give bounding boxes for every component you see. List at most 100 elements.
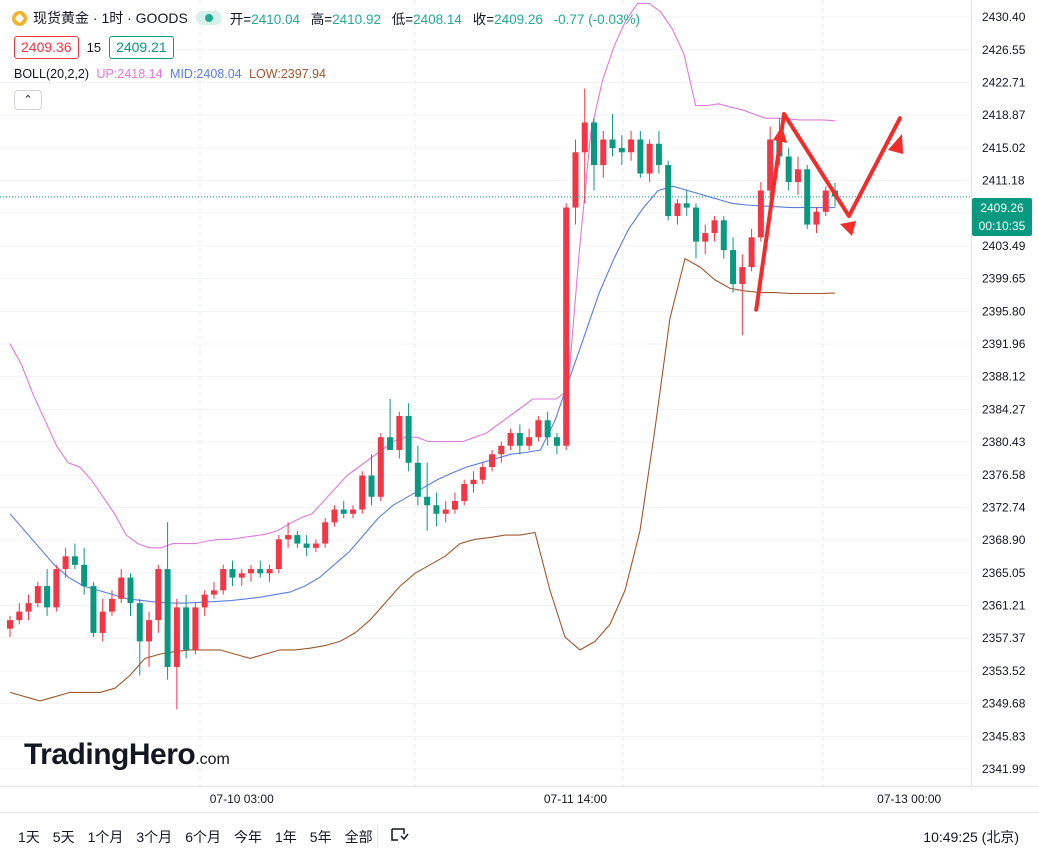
candle-body	[71, 556, 78, 565]
price-tick-label: 2388.12	[982, 370, 1026, 384]
compare-icon[interactable]	[390, 826, 410, 849]
candle-body	[44, 586, 51, 608]
price-tick-label: 2426.55	[982, 43, 1026, 57]
session-clock[interactable]: 10:49:25 (北京)	[923, 829, 1019, 845]
range-5y[interactable]: 5年	[309, 829, 332, 845]
price-tick-label: 2391.96	[982, 337, 1026, 351]
candle-body	[581, 122, 588, 153]
indicator-low: LOW:2397.94	[249, 67, 327, 81]
candle-body	[433, 505, 440, 514]
candle-body	[266, 569, 273, 574]
candle-body	[16, 611, 23, 621]
candle-body	[53, 569, 60, 608]
trend-arrow-path	[754, 111, 902, 312]
price-tick-label: 2349.68	[982, 697, 1026, 711]
candle-body	[7, 620, 13, 629]
price-axis[interactable]: 2430.40 2426.55 2422.71 2418.87 2415.02 2411.…	[982, 10, 1026, 776]
candle-body	[637, 139, 644, 174]
bottom-toolbar: 1天 5天 1个月 3个月 6个月 今年 1年 5年 全部 10:49:25 (…	[0, 812, 1039, 860]
candle-body	[702, 233, 709, 242]
low-value: 2408.14	[413, 12, 462, 27]
candle-body	[767, 139, 774, 191]
last-price-value: 2409.26	[980, 201, 1024, 215]
range-1y[interactable]: 1年	[274, 829, 297, 845]
candle-body	[25, 603, 32, 612]
price-chart[interactable]: 2430.40 2426.55 2422.71 2418.87 2415.02 2411.…	[0, 0, 1039, 812]
symbol-title[interactable]: 现货黄金 · 1时 · GOODS	[33, 10, 188, 26]
candle-body	[757, 190, 764, 238]
candle-body	[516, 432, 523, 446]
range-ytd[interactable]: 今年	[233, 829, 262, 845]
candle-body	[183, 607, 190, 650]
candle-body	[34, 586, 41, 604]
price-tick-label: 2372.74	[982, 500, 1026, 514]
arrow-head-icon	[888, 134, 903, 154]
candle-body	[62, 556, 69, 570]
candle-body	[461, 484, 468, 502]
candle-body	[108, 598, 115, 612]
range-3m[interactable]: 3个月	[136, 829, 173, 845]
candle-body	[451, 501, 458, 510]
watermark-brand: TradingHero	[24, 738, 196, 771]
time-axis[interactable]: 07-10 03:00 07-11 14:00 07-13 00:00	[210, 792, 942, 806]
candle-body	[257, 569, 264, 574]
indicator-legend[interactable]: BOLL(20,2,2) UP:2418.14 MID:2408.04 LOW:…	[14, 67, 326, 81]
candle-body	[683, 203, 690, 208]
range-1d[interactable]: 1天	[18, 829, 40, 845]
price-tick-label: 2430.40	[982, 10, 1026, 24]
price-tick-label: 2368.90	[982, 533, 1026, 547]
candle-body	[99, 611, 106, 633]
toolbar-divider	[377, 825, 378, 847]
range-5d[interactable]: 5天	[52, 829, 75, 845]
range-1m[interactable]: 1个月	[87, 829, 124, 845]
candle-body	[220, 569, 227, 591]
collapse-legend-button[interactable]: ⌃	[14, 90, 42, 110]
candle-body	[322, 522, 329, 544]
market-status-icon[interactable]	[195, 11, 222, 25]
price-tick-label: 2399.65	[982, 272, 1026, 286]
price-tick-label: 2384.27	[982, 402, 1026, 416]
sell-price-button[interactable]: 2409.36	[14, 36, 79, 59]
buy-price-button[interactable]: 2409.21	[109, 36, 174, 59]
candle-body	[127, 577, 134, 604]
spread-value: 15	[86, 40, 102, 55]
candle-body	[739, 267, 746, 285]
grid-lines	[0, 0, 971, 786]
bar-countdown: 00:10:35	[978, 219, 1026, 233]
boll-upper-line	[9, 2, 836, 549]
candle-body	[794, 169, 801, 183]
candle-body	[340, 509, 347, 514]
range-6m[interactable]: 6个月	[185, 829, 221, 845]
watermark-logo: TradingHero.com	[24, 738, 230, 772]
drawn-arrows[interactable]	[754, 111, 903, 312]
candle-body	[248, 569, 255, 574]
candle-body	[618, 148, 625, 153]
candle-body	[665, 165, 672, 217]
candle-body	[173, 607, 180, 667]
candle-body	[711, 220, 718, 234]
candle-body	[294, 535, 301, 544]
candle-body	[377, 437, 384, 497]
candle-body	[498, 445, 505, 455]
indicator-name: BOLL(20,2,2)	[14, 67, 90, 81]
price-tick-label: 2361.21	[982, 599, 1026, 613]
close-value: 2409.26	[494, 12, 543, 27]
candle-body	[90, 586, 97, 633]
candlestick-series	[7, 88, 839, 710]
candle-body	[748, 237, 755, 268]
price-tick-label: 2341.99	[982, 762, 1026, 776]
candle-body	[553, 437, 560, 446]
time-tick-label: 07-10 03:00	[210, 792, 274, 806]
time-tick-label: 07-13 00:00	[877, 792, 941, 806]
candle-body	[229, 569, 236, 578]
range-all[interactable]: 全部	[344, 829, 373, 845]
candle-body	[414, 462, 421, 497]
indicator-up: UP:2418.14	[96, 67, 163, 81]
price-tick-label: 2422.71	[982, 75, 1026, 89]
candle-body	[349, 509, 356, 514]
candle-body	[572, 152, 579, 208]
gold-symbol-icon	[12, 10, 27, 26]
candle-body	[331, 509, 338, 523]
boll-lower-line	[9, 257, 836, 702]
candle-body	[238, 573, 245, 578]
